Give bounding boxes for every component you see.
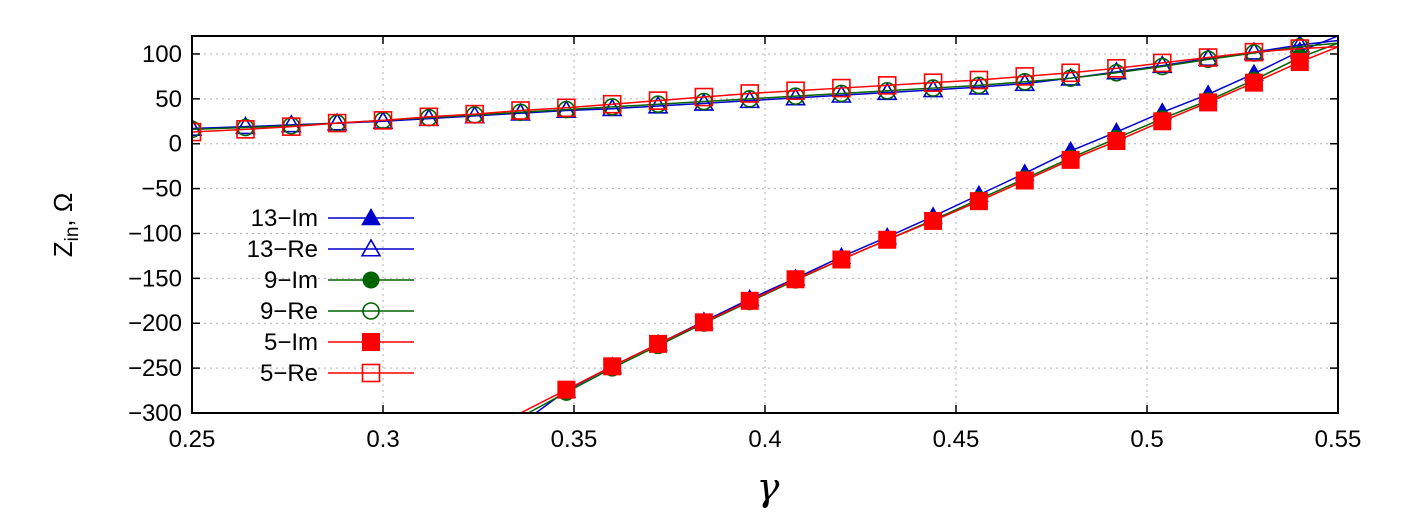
data-point — [326, 112, 348, 131]
legend-entry: 13−Im — [251, 205, 414, 232]
data-point — [786, 270, 805, 289]
y-tick-label: −100 — [128, 220, 182, 247]
data-point — [603, 357, 622, 376]
data-point — [877, 76, 897, 95]
legend-entry: 9−Re — [260, 298, 414, 325]
legend-label: 9−Re — [260, 298, 318, 325]
axes: 0.25 0.3 0.35 0.4 0.45 0.5 0.55 100 50 0 −50 −100 −1… — [128, 35, 1362, 453]
data-point — [1244, 42, 1264, 62]
legend-label: 5−Im — [264, 329, 318, 356]
x-tick-label: 0.25 — [169, 426, 216, 453]
data-point — [1151, 55, 1173, 74]
y-tick-label: 0 — [169, 131, 182, 158]
x-tick-label: 0.45 — [933, 426, 980, 453]
data-point — [832, 250, 851, 269]
data-point — [923, 73, 943, 92]
y-tick-label: −50 — [141, 176, 182, 203]
legend: 13−Im 13−Re 9−Im 9−Re 5−Im 5−Re — [247, 205, 414, 387]
data-point — [1199, 93, 1218, 112]
data-point — [649, 334, 668, 353]
data-point — [1107, 59, 1126, 78]
legend-label: 5−Re — [260, 360, 318, 387]
data-point — [969, 192, 988, 211]
data-point — [740, 84, 760, 103]
data-point — [602, 94, 622, 114]
y-tick-label: 100 — [142, 41, 182, 68]
data-point — [1243, 41, 1265, 60]
legend-entry: 9−Im — [264, 267, 414, 294]
y-tick-label: 50 — [155, 86, 182, 113]
data-point — [1061, 63, 1080, 83]
x-tick-label: 0.55 — [1315, 426, 1362, 453]
y-tick-label: −200 — [128, 310, 182, 337]
legend-marker — [360, 238, 382, 257]
data-point — [282, 117, 301, 136]
data-point — [327, 113, 347, 133]
legend-marker — [362, 271, 380, 289]
data-point — [969, 70, 989, 90]
legend-marker — [361, 207, 381, 226]
y-axis-label: Zin, Ω — [48, 193, 83, 258]
data-point — [465, 104, 484, 124]
legend-label: 13−Im — [251, 205, 318, 232]
data-point — [1015, 67, 1035, 86]
data-point — [1290, 53, 1309, 72]
y-axis-label-suffix: , Ω — [48, 193, 78, 227]
y-axis-label-main: Z — [48, 241, 78, 257]
data-point — [236, 120, 255, 139]
series-5−Im — [520, 46, 1338, 413]
data-point — [419, 107, 439, 127]
series-layer — [192, 36, 1338, 413]
grid — [192, 36, 1338, 413]
x-axis-label: γ — [757, 465, 780, 509]
y-axis-label-sub: in — [62, 227, 83, 242]
legend-entry: 5−Re — [260, 360, 414, 387]
data-point — [832, 78, 851, 98]
plot-frame — [191, 35, 1339, 414]
data-point — [1153, 112, 1172, 131]
y-tick-label: −300 — [128, 400, 182, 427]
legend-label: 13−Re — [247, 236, 318, 263]
data-point — [740, 291, 759, 310]
data-point — [694, 87, 714, 107]
legend-marker — [362, 333, 380, 351]
legend-label: 9−Im — [264, 267, 318, 294]
series-line — [192, 46, 1338, 133]
data-point — [511, 101, 530, 120]
data-point — [1290, 39, 1310, 58]
data-point — [786, 81, 805, 101]
data-point — [557, 98, 576, 118]
y-tick-label: −150 — [128, 265, 182, 292]
x-tick-label: 0.4 — [748, 426, 781, 453]
x-tick-label: 0.5 — [1130, 426, 1163, 453]
x-tick-label: 0.3 — [366, 426, 399, 453]
legend-marker — [361, 363, 381, 383]
y-tick-label: −250 — [128, 355, 182, 382]
data-point — [878, 230, 897, 249]
data-point — [1107, 132, 1126, 151]
data-point — [1244, 73, 1263, 92]
data-point — [557, 380, 576, 399]
data-point — [1015, 171, 1034, 190]
data-point — [694, 313, 713, 332]
data-point — [192, 117, 203, 137]
data-point — [373, 111, 393, 130]
data-point — [235, 116, 256, 135]
data-point — [280, 114, 302, 133]
data-point — [1061, 150, 1080, 169]
data-point — [192, 122, 202, 142]
data-point — [1198, 48, 1218, 67]
legend-entry: 5−Im — [264, 329, 414, 356]
legend-marker — [362, 302, 380, 320]
data-point — [648, 91, 668, 110]
x-tick-label: 0.35 — [551, 426, 598, 453]
data-point — [1152, 53, 1172, 73]
data-point — [1106, 61, 1127, 80]
series-5−Re — [192, 39, 1338, 142]
data-point — [924, 211, 943, 230]
legend-entry: 13−Re — [247, 236, 414, 263]
